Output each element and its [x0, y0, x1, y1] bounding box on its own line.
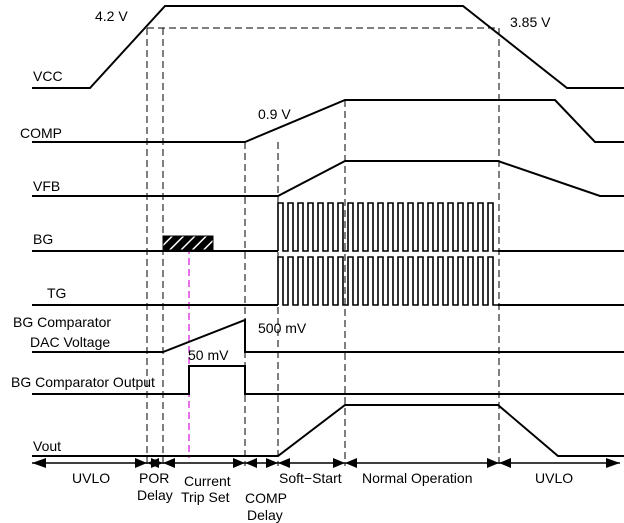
bg-switching-pulses — [277, 202, 498, 252]
arrow-left-edge — [32, 458, 46, 468]
comp-waveform — [32, 99, 624, 143]
arrow-boundary-out-5 — [499, 458, 511, 468]
phase-por-line2: Delay — [137, 487, 173, 503]
phase-comp-delay-line1: COMP — [245, 490, 287, 506]
vcc-high-label: 4.2 V — [95, 8, 128, 24]
comp-level-label: 0.9 V — [258, 106, 291, 122]
dac-high-label: 500 mV — [258, 320, 307, 336]
bg-comparator-output-label: BG Comparator Output — [11, 374, 155, 390]
phase-trip-line2: Trip Set — [181, 489, 230, 505]
comp-label: COMP — [20, 125, 62, 141]
vcc-low-label: 3.85 V — [510, 14, 551, 30]
vfb-label: VFB — [33, 178, 60, 194]
arrow-boundary-out-4 — [345, 458, 357, 468]
phase-normal-operation: Normal Operation — [362, 470, 473, 486]
arrow-boundary-in-4 — [333, 458, 345, 468]
phase-arrows — [32, 458, 620, 468]
phase-trip-line1: Current — [184, 473, 231, 489]
bg-comparator-output-waveform — [32, 365, 624, 395]
vcc-label: VCC — [33, 68, 63, 84]
vcc-waveform — [32, 5, 624, 89]
arrow-boundary-in-5 — [487, 458, 499, 468]
bg-dac-label-line2: DAC Voltage — [30, 334, 110, 350]
bg-dac-voltage-waveform — [32, 318, 624, 353]
bg-label: BG — [33, 231, 53, 247]
arrow-right-edge — [606, 458, 620, 468]
vfb-waveform — [32, 160, 624, 197]
bg-pulse-train — [277, 202, 498, 252]
tg-switching-pulses — [277, 256, 498, 306]
arrow-boundary-in-1 — [151, 458, 163, 468]
arrow-boundary-out-3 — [278, 458, 290, 468]
tg-pulse-train — [277, 256, 498, 306]
phase-soft-start: Soft−Start — [279, 470, 342, 486]
arrow-boundary-out-2 — [245, 458, 257, 468]
bg-dac-label-line1: BG Comparator — [13, 314, 111, 330]
arrow-boundary-out-1 — [163, 458, 175, 468]
arrow-boundary-in-3 — [266, 458, 278, 468]
arrow-boundary-in-2 — [233, 458, 245, 468]
bg-current-trip-pulse — [162, 235, 214, 251]
dac-low-label: 50 mV — [188, 347, 229, 363]
phase-por-line1: POR — [139, 470, 169, 486]
tg-label: TG — [47, 285, 66, 301]
phase-uvlo-start: UVLO — [72, 470, 110, 486]
vout-waveform — [32, 404, 624, 457]
phase-uvlo-end: UVLO — [535, 470, 573, 486]
phase-comp-delay-line2: Delay — [247, 507, 283, 523]
vout-label: Vout — [33, 438, 61, 454]
arrow-boundary-in-0 — [135, 458, 147, 468]
